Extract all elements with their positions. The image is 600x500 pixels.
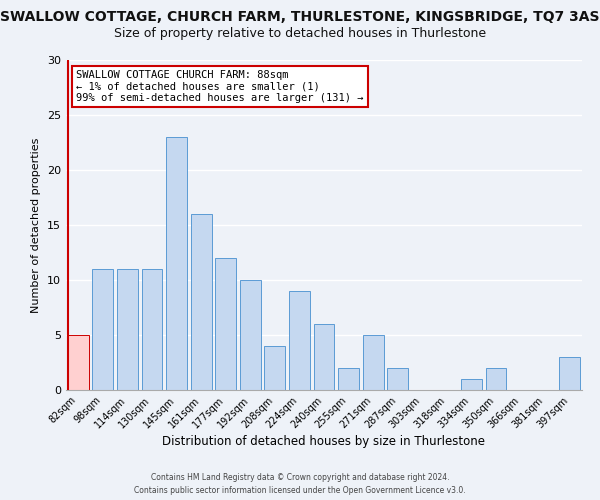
Bar — [338, 368, 359, 390]
Text: SWALLOW COTTAGE CHURCH FARM: 88sqm
← 1% of detached houses are smaller (1)
99% o: SWALLOW COTTAGE CHURCH FARM: 88sqm ← 1% … — [76, 70, 364, 103]
Bar — [142, 269, 163, 390]
Bar — [314, 324, 334, 390]
Bar — [485, 368, 506, 390]
Bar — [92, 269, 113, 390]
Text: Contains HM Land Registry data © Crown copyright and database right 2024.
Contai: Contains HM Land Registry data © Crown c… — [134, 474, 466, 495]
Bar — [289, 291, 310, 390]
Bar — [117, 269, 138, 390]
Bar — [68, 335, 89, 390]
Text: Size of property relative to detached houses in Thurlestone: Size of property relative to detached ho… — [114, 28, 486, 40]
Bar — [166, 137, 187, 390]
Y-axis label: Number of detached properties: Number of detached properties — [31, 138, 41, 312]
Bar — [240, 280, 261, 390]
Bar — [362, 335, 383, 390]
Bar — [461, 379, 482, 390]
Bar — [191, 214, 212, 390]
Text: SWALLOW COTTAGE, CHURCH FARM, THURLESTONE, KINGSBRIDGE, TQ7 3AS: SWALLOW COTTAGE, CHURCH FARM, THURLESTON… — [0, 10, 600, 24]
Bar — [559, 357, 580, 390]
Bar — [387, 368, 408, 390]
Bar — [265, 346, 286, 390]
Bar — [215, 258, 236, 390]
X-axis label: Distribution of detached houses by size in Thurlestone: Distribution of detached houses by size … — [163, 436, 485, 448]
